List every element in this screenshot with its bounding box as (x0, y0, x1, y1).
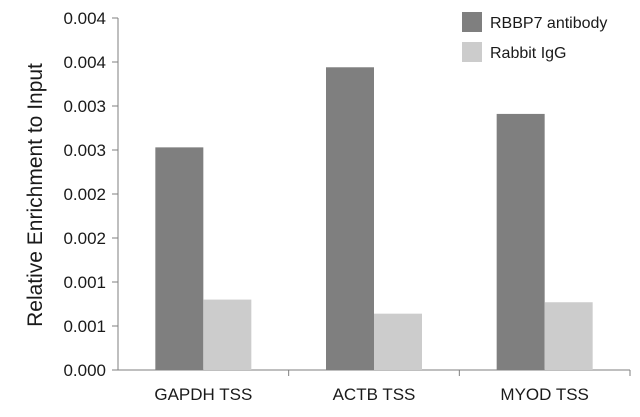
legend-swatch (462, 12, 482, 32)
y-tick-label: 0.000 (63, 361, 106, 380)
legend-label: RBBP7 antibody (490, 15, 607, 32)
bar-gapdh-tss-rbbp7-antibody (155, 147, 204, 370)
legend: RBBP7 antibody Rabbit IgG (462, 12, 607, 62)
legend-label: Rabbit IgG (490, 45, 566, 62)
y-tick-label: 0.003 (63, 141, 106, 160)
y-tick-label: 0.001 (63, 317, 106, 336)
y-tick-label: 0.002 (63, 185, 106, 204)
bar-myod-tss-rabbit-igg (544, 302, 593, 370)
plot-area: 0.000 0.001 0.001 0.002 0.002 0.003 0.003 0.004… (63, 9, 631, 404)
y-tick-label: 0.002 (63, 229, 106, 248)
bar-gapdh-tss-rabbit-igg (203, 299, 252, 370)
y-tick-label: 0.003 (63, 97, 106, 116)
legend-swatch (462, 42, 482, 62)
x-tick-label: GAPDH TSS (154, 385, 252, 404)
y-tick-label: 0.001 (63, 273, 106, 292)
bar-actb-tss-rabbit-igg (374, 313, 422, 370)
y-tick-label: 0.004 (63, 53, 106, 72)
bar-myod-tss-rbbp7-antibody (496, 113, 545, 371)
y-tick-label: 0.004 (63, 9, 106, 28)
x-tick-label: MYOD TSS (500, 385, 588, 404)
bar-actb-tss-rbbp7-antibody (326, 67, 374, 370)
x-tick-label: ACTB TSS (333, 385, 416, 404)
y-axis-title: Relative Enrichment to Input (24, 63, 47, 327)
